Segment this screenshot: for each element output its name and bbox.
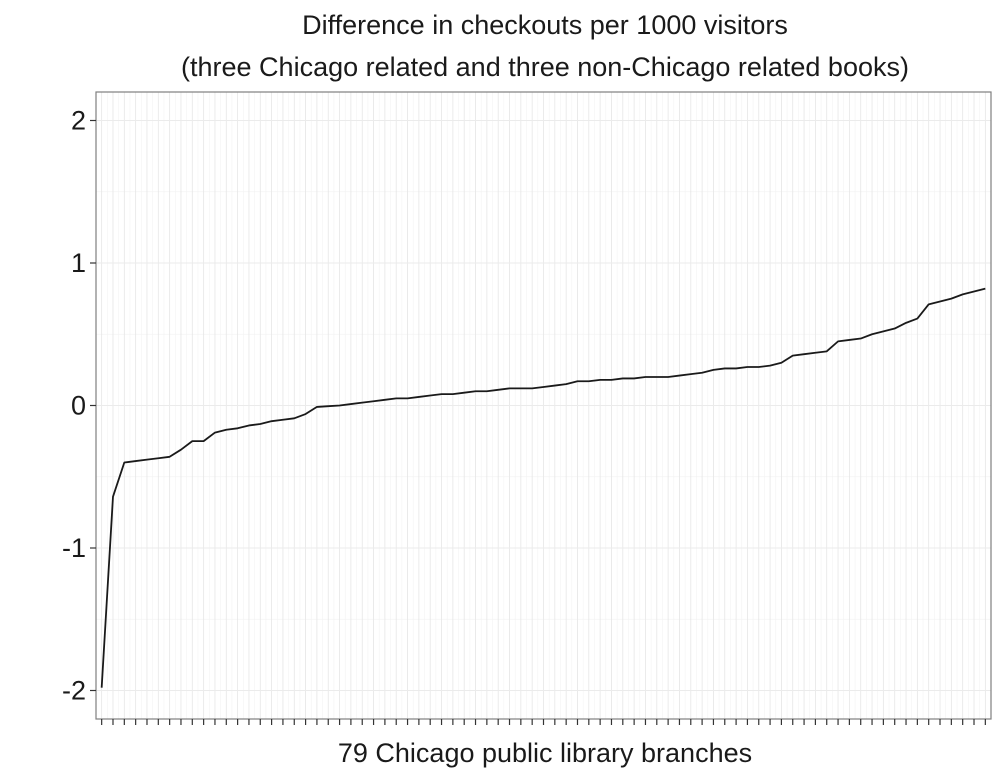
series-layer: [100, 287, 986, 688]
x-axis-label: 79 Chicago public library branches: [338, 738, 752, 768]
chart-title: Difference in checkouts per 1000 visitor…: [302, 10, 788, 40]
x-axis: [101, 719, 986, 725]
series-line: [100, 287, 986, 688]
y-tick-label: -2: [62, 676, 86, 706]
y-axis: -2 -1 0 1 2: [62, 106, 96, 706]
y-tick-label: -1: [62, 533, 86, 563]
major-gridlines: [96, 92, 991, 719]
chart-subtitle: (three Chicago related and three non-Chi…: [181, 52, 909, 82]
y-tick-label: 2: [71, 106, 86, 136]
y-tick-label: 0: [71, 391, 86, 421]
y-tick-label: 1: [71, 248, 86, 278]
